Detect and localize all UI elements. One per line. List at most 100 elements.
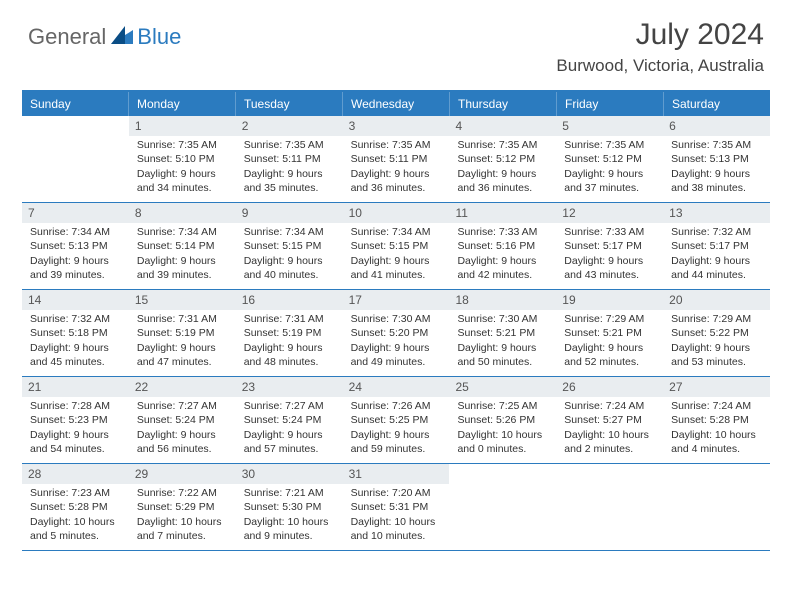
daylight-line: Daylight: 9 hours and 44 minutes. bbox=[671, 254, 764, 282]
logo-text-blue: Blue bbox=[137, 24, 181, 50]
day-number: 7 bbox=[22, 203, 129, 223]
day-number: 25 bbox=[449, 377, 556, 397]
sunset-line: Sunset: 5:21 PM bbox=[564, 326, 657, 340]
day-number: 8 bbox=[129, 203, 236, 223]
day-number: 21 bbox=[22, 377, 129, 397]
sunset-line: Sunset: 5:31 PM bbox=[351, 500, 444, 514]
sunset-line: Sunset: 5:26 PM bbox=[457, 413, 550, 427]
title-block: July 2024 Burwood, Victoria, Australia bbox=[556, 18, 764, 76]
sunrise-line: Sunrise: 7:30 AM bbox=[457, 312, 550, 326]
daylight-line: Daylight: 10 hours and 9 minutes. bbox=[244, 515, 337, 543]
daylight-line: Daylight: 9 hours and 42 minutes. bbox=[457, 254, 550, 282]
sunset-line: Sunset: 5:13 PM bbox=[671, 152, 764, 166]
sunrise-line: Sunrise: 7:24 AM bbox=[564, 399, 657, 413]
day-cell: 18Sunrise: 7:30 AMSunset: 5:21 PMDayligh… bbox=[449, 290, 556, 376]
day-cell: 13Sunrise: 7:32 AMSunset: 5:17 PMDayligh… bbox=[663, 203, 770, 289]
daylight-line: Daylight: 10 hours and 0 minutes. bbox=[457, 428, 550, 456]
day-cell: 30Sunrise: 7:21 AMSunset: 5:30 PMDayligh… bbox=[236, 464, 343, 550]
daylight-line: Daylight: 9 hours and 40 minutes. bbox=[244, 254, 337, 282]
sunset-line: Sunset: 5:28 PM bbox=[671, 413, 764, 427]
day-number: 6 bbox=[663, 116, 770, 136]
day-number: 28 bbox=[22, 464, 129, 484]
day-cell: 6Sunrise: 7:35 AMSunset: 5:13 PMDaylight… bbox=[663, 116, 770, 202]
day-cell bbox=[449, 464, 556, 550]
sunset-line: Sunset: 5:11 PM bbox=[244, 152, 337, 166]
sunrise-line: Sunrise: 7:31 AM bbox=[137, 312, 230, 326]
daylight-line: Daylight: 9 hours and 35 minutes. bbox=[244, 167, 337, 195]
sunrise-line: Sunrise: 7:28 AM bbox=[30, 399, 123, 413]
sunset-line: Sunset: 5:24 PM bbox=[244, 413, 337, 427]
dow-wed: Wednesday bbox=[343, 92, 450, 116]
dow-thu: Thursday bbox=[450, 92, 557, 116]
sunrise-line: Sunrise: 7:32 AM bbox=[30, 312, 123, 326]
sunset-line: Sunset: 5:10 PM bbox=[137, 152, 230, 166]
week-row: 28Sunrise: 7:23 AMSunset: 5:28 PMDayligh… bbox=[22, 464, 770, 551]
sunset-line: Sunset: 5:25 PM bbox=[351, 413, 444, 427]
sunrise-line: Sunrise: 7:26 AM bbox=[351, 399, 444, 413]
daylight-line: Daylight: 10 hours and 2 minutes. bbox=[564, 428, 657, 456]
day-cell: 8Sunrise: 7:34 AMSunset: 5:14 PMDaylight… bbox=[129, 203, 236, 289]
day-cell: 29Sunrise: 7:22 AMSunset: 5:29 PMDayligh… bbox=[129, 464, 236, 550]
sunrise-line: Sunrise: 7:29 AM bbox=[564, 312, 657, 326]
week-row: 1Sunrise: 7:35 AMSunset: 5:10 PMDaylight… bbox=[22, 116, 770, 203]
day-cell: 25 Sunrise: 7:25 AMSunset: 5:26 PMDayligh… bbox=[449, 377, 556, 463]
day-number: 2 bbox=[236, 116, 343, 136]
day-cell: 7Sunrise: 7:34 AMSunset: 5:13 PMDaylight… bbox=[22, 203, 129, 289]
day-number: 24 bbox=[343, 377, 450, 397]
daylight-line: Daylight: 9 hours and 37 minutes. bbox=[564, 167, 657, 195]
day-cell: 27Sunrise: 7:24 AMSunset: 5:28 PMDayligh… bbox=[663, 377, 770, 463]
sunrise-line: Sunrise: 7:35 AM bbox=[564, 138, 657, 152]
sunset-line: Sunset: 5:24 PM bbox=[137, 413, 230, 427]
day-cell: 14Sunrise: 7:32 AMSunset: 5:18 PMDayligh… bbox=[22, 290, 129, 376]
sunset-line: Sunset: 5:15 PM bbox=[351, 239, 444, 253]
sunset-line: Sunset: 5:19 PM bbox=[137, 326, 230, 340]
sunset-line: Sunset: 5:17 PM bbox=[671, 239, 764, 253]
sunset-line: Sunset: 5:17 PM bbox=[564, 239, 657, 253]
daylight-line: Daylight: 10 hours and 7 minutes. bbox=[137, 515, 230, 543]
day-cell: 9Sunrise: 7:34 AMSunset: 5:15 PMDaylight… bbox=[236, 203, 343, 289]
day-number: 1 bbox=[129, 116, 236, 136]
day-cell: 31Sunrise: 7:20 AMSunset: 5:31 PMDayligh… bbox=[343, 464, 450, 550]
day-cell bbox=[663, 464, 770, 550]
sunset-line: Sunset: 5:30 PM bbox=[244, 500, 337, 514]
day-number: 10 bbox=[343, 203, 450, 223]
daylight-line: Daylight: 9 hours and 53 minutes. bbox=[671, 341, 764, 369]
week-row: 21Sunrise: 7:28 AMSunset: 5:23 PMDayligh… bbox=[22, 377, 770, 464]
sunrise-line: Sunrise: 7:35 AM bbox=[137, 138, 230, 152]
dow-fri: Friday bbox=[557, 92, 664, 116]
logo-text-general: General bbox=[28, 24, 106, 50]
sunrise-line: Sunrise: 7:25 AM bbox=[457, 399, 550, 413]
day-number: 14 bbox=[22, 290, 129, 310]
daylight-line: Daylight: 10 hours and 5 minutes. bbox=[30, 515, 123, 543]
sunset-line: Sunset: 5:16 PM bbox=[457, 239, 550, 253]
day-number: 23 bbox=[236, 377, 343, 397]
daylight-line: Daylight: 9 hours and 34 minutes. bbox=[137, 167, 230, 195]
day-cell: 12Sunrise: 7:33 AMSunset: 5:17 PMDayligh… bbox=[556, 203, 663, 289]
sunset-line: Sunset: 5:19 PM bbox=[244, 326, 337, 340]
day-cell: 5Sunrise: 7:35 AMSunset: 5:12 PMDaylight… bbox=[556, 116, 663, 202]
day-cell: 16Sunrise: 7:31 AMSunset: 5:19 PMDayligh… bbox=[236, 290, 343, 376]
day-number: 11 bbox=[449, 203, 556, 223]
month-title: July 2024 bbox=[556, 18, 764, 52]
sunrise-line: Sunrise: 7:34 AM bbox=[351, 225, 444, 239]
day-number: 4 bbox=[449, 116, 556, 136]
day-cell: 10Sunrise: 7:34 AMSunset: 5:15 PMDayligh… bbox=[343, 203, 450, 289]
sunrise-line: Sunrise: 7:21 AM bbox=[244, 486, 337, 500]
sunrise-line: Sunrise: 7:32 AM bbox=[671, 225, 764, 239]
sunset-line: Sunset: 5:27 PM bbox=[564, 413, 657, 427]
sunrise-line: Sunrise: 7:35 AM bbox=[671, 138, 764, 152]
day-cell: 28Sunrise: 7:23 AMSunset: 5:28 PMDayligh… bbox=[22, 464, 129, 550]
day-number: 12 bbox=[556, 203, 663, 223]
daylight-line: Daylight: 9 hours and 48 minutes. bbox=[244, 341, 337, 369]
sunrise-line: Sunrise: 7:35 AM bbox=[351, 138, 444, 152]
day-cell: 19Sunrise: 7:29 AMSunset: 5:21 PMDayligh… bbox=[556, 290, 663, 376]
daylight-line: Daylight: 9 hours and 45 minutes. bbox=[30, 341, 123, 369]
day-number: 29 bbox=[129, 464, 236, 484]
sunrise-line: Sunrise: 7:29 AM bbox=[671, 312, 764, 326]
sunrise-line: Sunrise: 7:27 AM bbox=[244, 399, 337, 413]
sunrise-line: Sunrise: 7:20 AM bbox=[351, 486, 444, 500]
day-cell: 15Sunrise: 7:31 AMSunset: 5:19 PMDayligh… bbox=[129, 290, 236, 376]
sunrise-line: Sunrise: 7:33 AM bbox=[564, 225, 657, 239]
dow-sun: Sunday bbox=[22, 92, 129, 116]
sunrise-line: Sunrise: 7:34 AM bbox=[137, 225, 230, 239]
